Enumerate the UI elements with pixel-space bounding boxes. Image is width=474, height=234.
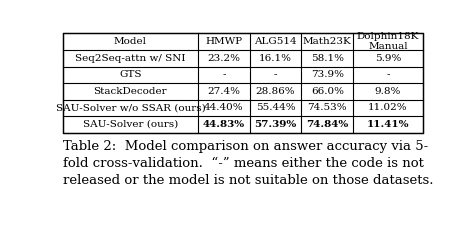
Text: 16.1%: 16.1% — [259, 54, 292, 63]
Text: -: - — [222, 70, 226, 79]
Text: 66.0%: 66.0% — [311, 87, 344, 96]
Text: Math23K: Math23K — [303, 37, 352, 46]
Text: 11.02%: 11.02% — [368, 103, 408, 112]
Text: 28.86%: 28.86% — [256, 87, 295, 96]
Text: StackDecoder: StackDecoder — [93, 87, 167, 96]
Text: 73.9%: 73.9% — [311, 70, 344, 79]
Text: 11.41%: 11.41% — [367, 120, 410, 129]
Text: 74.53%: 74.53% — [308, 103, 347, 112]
Text: GTS: GTS — [119, 70, 142, 79]
Text: 57.39%: 57.39% — [255, 120, 297, 129]
Text: Seq2Seq-attn w/ SNI: Seq2Seq-attn w/ SNI — [75, 54, 186, 63]
Text: 5.9%: 5.9% — [375, 54, 401, 63]
Text: 44.83%: 44.83% — [203, 120, 245, 129]
Text: 58.1%: 58.1% — [311, 54, 344, 63]
Text: Table 2:  Model comparison on answer accuracy via 5-
fold cross-validation.  “-”: Table 2: Model comparison on answer accu… — [63, 140, 433, 187]
Text: SAU-Solver (ours): SAU-Solver (ours) — [83, 120, 178, 129]
Text: 55.44%: 55.44% — [256, 103, 295, 112]
Text: SAU-Solver w/o SSAR (ours): SAU-Solver w/o SSAR (ours) — [55, 103, 205, 112]
Text: 27.4%: 27.4% — [207, 87, 240, 96]
Text: 44.40%: 44.40% — [204, 103, 244, 112]
Text: Model: Model — [114, 37, 147, 46]
Text: Dolphin18K
Manual: Dolphin18K Manual — [357, 32, 419, 51]
Text: 9.8%: 9.8% — [375, 87, 401, 96]
Text: 74.84%: 74.84% — [306, 120, 348, 129]
Text: HMWP: HMWP — [205, 37, 242, 46]
Text: -: - — [274, 70, 277, 79]
Text: -: - — [386, 70, 390, 79]
Text: 23.2%: 23.2% — [207, 54, 240, 63]
Text: ALG514: ALG514 — [254, 37, 297, 46]
FancyBboxPatch shape — [63, 33, 423, 133]
